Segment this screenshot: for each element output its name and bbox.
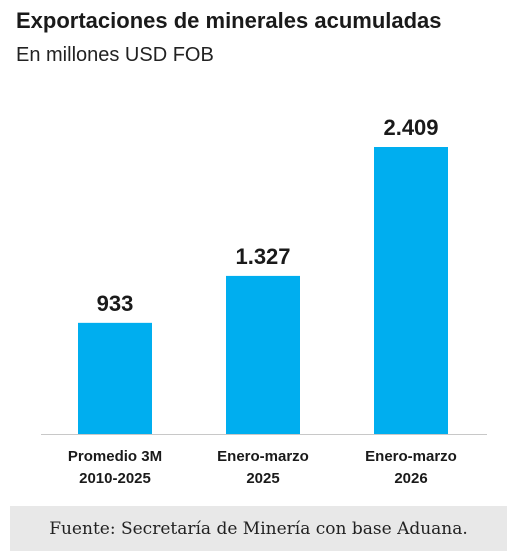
category-label-3-line-1: Enero-marzo (365, 448, 457, 465)
category-label-1-line-1: Promedio 3M (68, 448, 162, 465)
bar-3 (374, 147, 448, 434)
data-label-2: 1.327 (235, 244, 290, 269)
source-text: Fuente: Secretaría de Minería con base A… (49, 518, 468, 539)
bar-1 (78, 322, 152, 434)
chart-title: Exportaciones de minerales acumuladas (16, 8, 442, 33)
category-label-1-line-2: 2010-2025 (79, 470, 151, 487)
bar-2 (226, 275, 300, 434)
data-label-1: 933 (97, 291, 134, 316)
category-label-3-line-2: 2026 (394, 470, 427, 487)
data-label-3: 2.409 (383, 115, 438, 140)
bar-chart: 933 Promedio 3M 2010-2025 1.327 Enero-marzo 2… (41, 115, 487, 487)
chart-subtitle: En millones USD FOB (16, 44, 214, 66)
source-footer: Fuente: Secretaría de Minería con base A… (10, 506, 507, 551)
category-label-2-line-1: Enero-marzo (217, 448, 309, 465)
category-label-2-line-2: 2025 (246, 470, 279, 487)
